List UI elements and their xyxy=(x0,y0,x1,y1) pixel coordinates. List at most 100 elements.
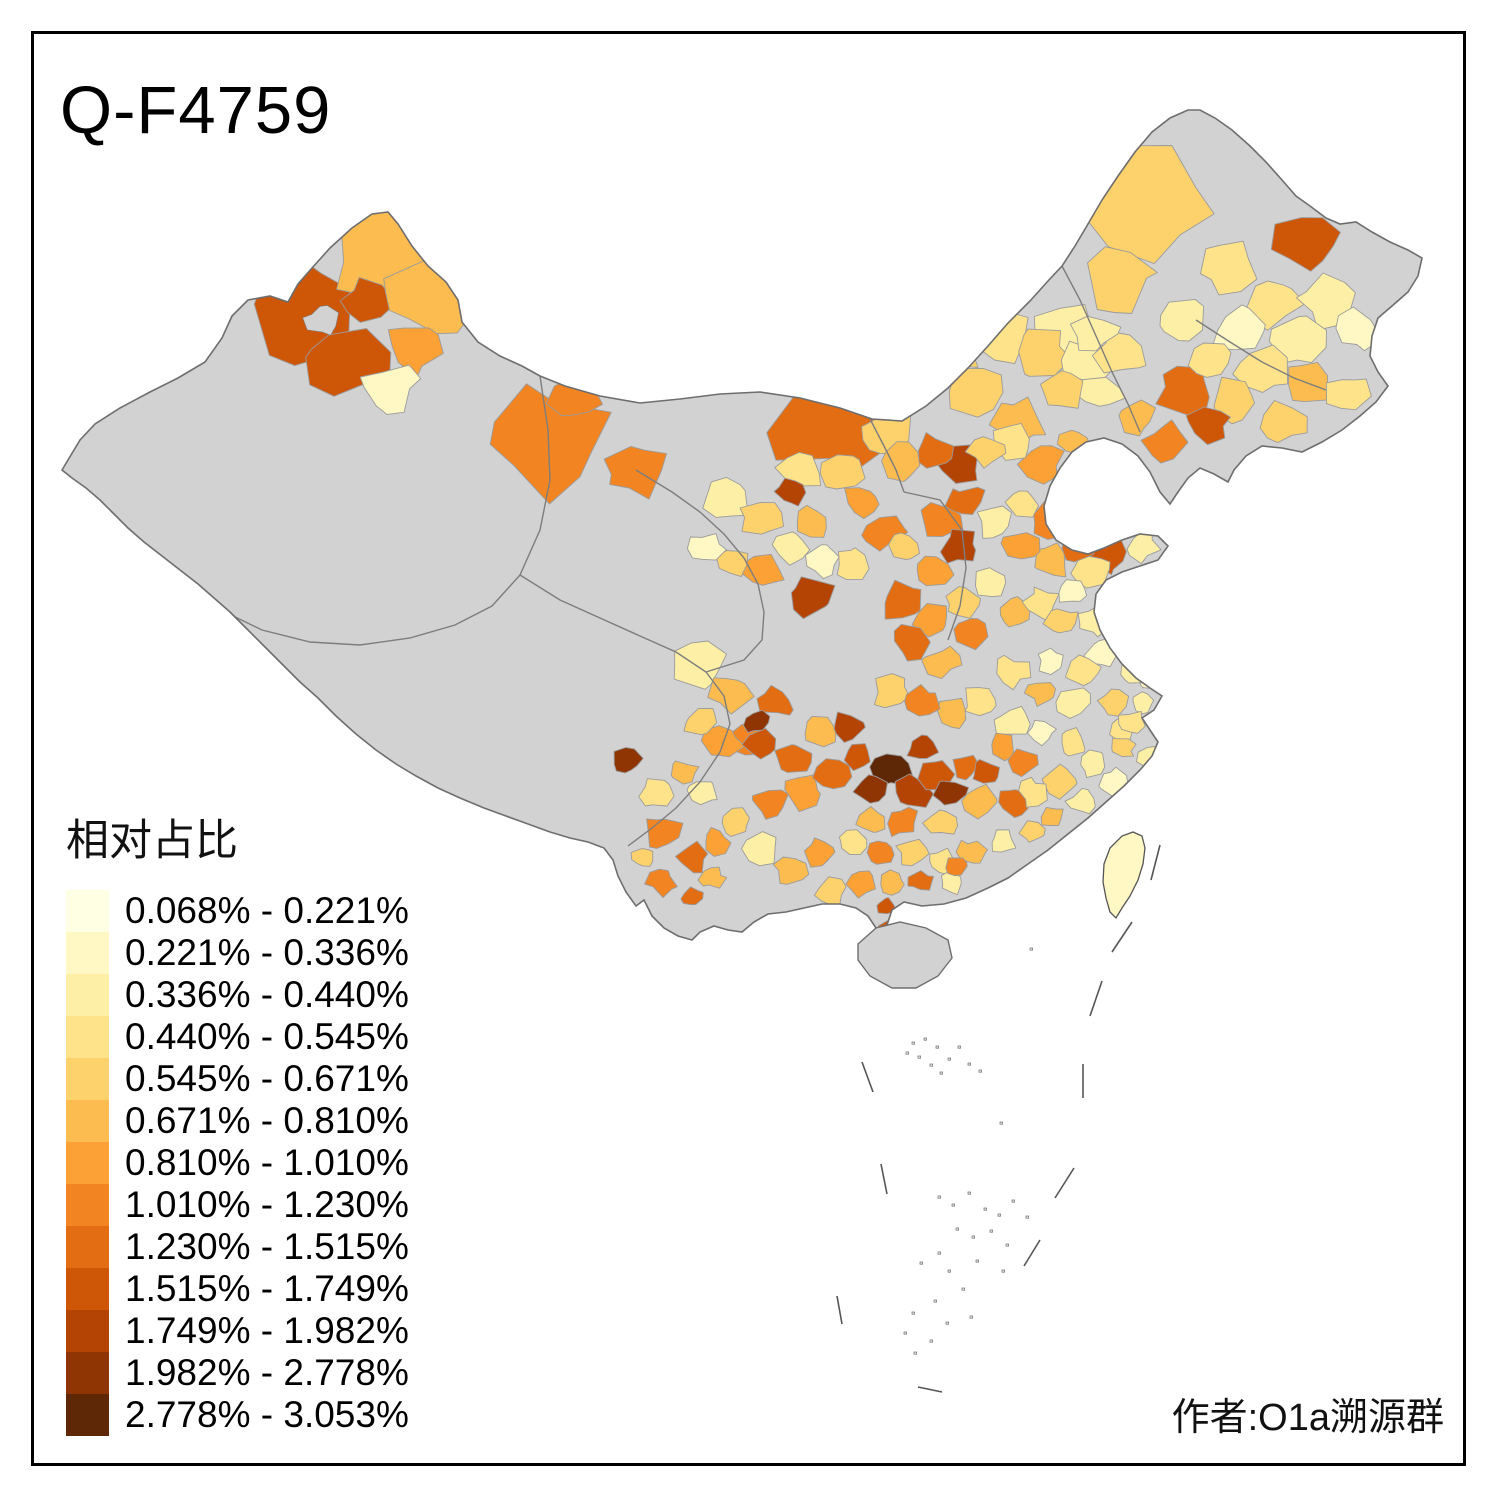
prefecture-region xyxy=(887,806,919,838)
legend-color-swatch xyxy=(66,974,109,1016)
legend-item: 0.671% - 0.810% xyxy=(66,1100,409,1142)
prefecture-region xyxy=(1259,400,1308,444)
prefecture-region xyxy=(1232,344,1288,393)
legend-label: 1.010% - 1.230% xyxy=(125,1184,409,1225)
legend-rows: 0.068% - 0.221% 0.221% - 0.336% 0.336% - 0… xyxy=(66,890,409,1436)
legend-item: 2.778% - 3.053% xyxy=(66,1394,409,1436)
prefecture-region xyxy=(1064,787,1096,815)
island-dot xyxy=(969,1315,973,1319)
island-dot xyxy=(913,1351,917,1355)
legend-label: 1.749% - 1.982% xyxy=(125,1310,409,1351)
prefecture-region xyxy=(964,687,997,717)
prefecture-region xyxy=(675,840,709,874)
prefecture-region xyxy=(721,807,750,837)
legend-color-swatch xyxy=(66,1268,109,1310)
prefecture-region xyxy=(1070,554,1111,589)
legend-label: 0.440% - 0.545% xyxy=(125,1016,409,1057)
legend-label: 0.068% - 0.221% xyxy=(125,890,409,931)
island-dot xyxy=(999,1121,1003,1125)
sea-boundary-dash xyxy=(1150,844,1161,881)
prefecture-region xyxy=(866,840,895,865)
legend: 相对占比 0.068% - 0.221% 0.221% - 0.336% 0.336… xyxy=(66,806,409,1436)
prefecture-region xyxy=(918,432,955,469)
island-dot xyxy=(917,1055,921,1059)
prefecture-region xyxy=(796,504,827,538)
island-dot xyxy=(923,1037,927,1041)
island-dot xyxy=(967,1191,971,1195)
prefecture-region xyxy=(1080,749,1106,779)
legend-color-swatch xyxy=(66,1394,109,1436)
island-dot xyxy=(955,1227,959,1231)
prefecture-region xyxy=(1041,763,1078,800)
prefecture-region xyxy=(630,848,654,867)
prefecture-region xyxy=(921,645,963,680)
prefecture-region xyxy=(991,829,1017,853)
island-dot xyxy=(1005,1243,1009,1247)
prefecture-region xyxy=(700,725,746,758)
prefecture-region xyxy=(339,276,390,323)
sea-boundary-dash xyxy=(1054,1167,1075,1199)
sea-boundary-dash xyxy=(1023,1239,1041,1267)
prefecture-region xyxy=(953,618,989,651)
island-dot xyxy=(1001,1269,1005,1273)
prefecture-region xyxy=(855,806,886,833)
province-border xyxy=(1061,265,1141,433)
island-dot xyxy=(905,1051,909,1055)
prefecture-region xyxy=(873,673,910,709)
legend-color-swatch xyxy=(66,890,109,932)
prefecture-region xyxy=(1200,240,1258,296)
legend-item: 1.749% - 1.982% xyxy=(66,1310,409,1352)
prefecture-region xyxy=(996,654,1032,691)
legend-item: 0.810% - 1.010% xyxy=(66,1142,409,1184)
prefecture-region xyxy=(1018,820,1046,843)
prefecture-region xyxy=(772,856,810,885)
prefecture-region xyxy=(1004,490,1039,518)
island-dot xyxy=(989,1229,993,1233)
no-data-patch xyxy=(302,305,339,336)
prefecture-region xyxy=(739,502,784,535)
island-dot xyxy=(939,1071,943,1075)
prefecture-region xyxy=(876,897,897,915)
island-dot xyxy=(1029,947,1033,951)
attribution-text: 作者:O1a溯源群 xyxy=(1171,1397,1444,1439)
island-dot xyxy=(951,1203,955,1207)
island-dot xyxy=(983,1207,987,1211)
prefecture-region xyxy=(1268,315,1327,364)
prefecture-region xyxy=(771,531,811,566)
prefecture-region xyxy=(1111,737,1137,758)
sea-boundary-dash xyxy=(1111,921,1133,953)
legend-item: 1.010% - 1.230% xyxy=(66,1184,409,1226)
prefecture-region xyxy=(955,839,989,864)
island-dot xyxy=(919,1261,923,1265)
prefecture-region xyxy=(888,532,920,561)
legend-item: 0.440% - 0.545% xyxy=(66,1016,409,1058)
legend-color-swatch xyxy=(66,1016,109,1058)
legend-item: 1.515% - 1.749% xyxy=(66,1268,409,1310)
prefecture-region xyxy=(680,886,704,906)
prefecture-region xyxy=(702,476,748,518)
prefecture-region xyxy=(895,838,930,867)
province-border xyxy=(1195,319,1327,391)
sea-boundary-dash xyxy=(1089,980,1103,1017)
prefecture-region xyxy=(819,454,866,490)
prefecture-region xyxy=(1007,748,1039,778)
prefecture-region xyxy=(1118,399,1157,437)
prefecture-region xyxy=(1270,217,1341,272)
prefecture-region xyxy=(387,327,444,378)
prefecture-region xyxy=(1037,647,1064,676)
prefecture-region xyxy=(1000,532,1041,560)
prefecture-region xyxy=(686,533,727,561)
island-dot xyxy=(929,1063,933,1067)
island-dot xyxy=(911,1041,915,1045)
prefecture-region xyxy=(881,441,921,483)
prefecture-region xyxy=(603,445,667,500)
prefecture-region xyxy=(836,547,870,580)
prefecture-region xyxy=(804,715,837,748)
prefecture-region xyxy=(1055,687,1091,719)
prefecture-region xyxy=(359,364,422,415)
prefecture-region xyxy=(773,477,807,507)
province-border xyxy=(869,418,905,493)
prefecture-region xyxy=(1058,579,1088,603)
